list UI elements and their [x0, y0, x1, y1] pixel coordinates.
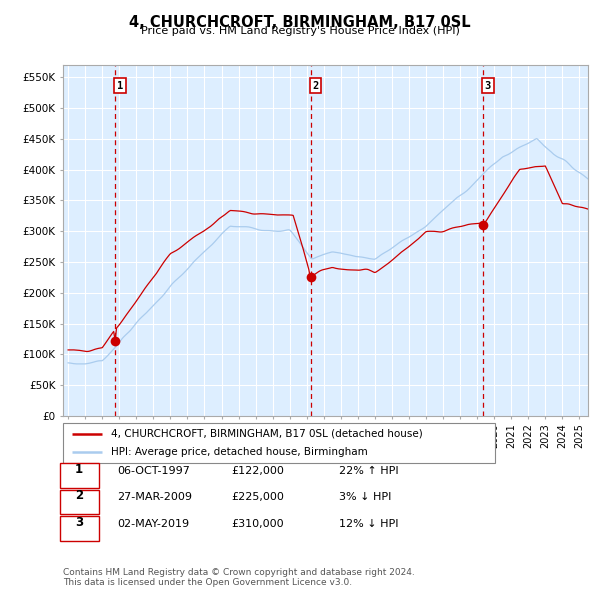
Text: £225,000: £225,000 [231, 492, 284, 502]
Text: Contains HM Land Registry data © Crown copyright and database right 2024.
This d: Contains HM Land Registry data © Crown c… [63, 568, 415, 587]
Text: Price paid vs. HM Land Registry's House Price Index (HPI): Price paid vs. HM Land Registry's House … [140, 26, 460, 36]
Text: 1: 1 [75, 463, 83, 476]
Text: 4, CHURCHCROFT, BIRMINGHAM, B17 0SL: 4, CHURCHCROFT, BIRMINGHAM, B17 0SL [129, 15, 471, 30]
Text: 2: 2 [75, 489, 83, 502]
Text: 3% ↓ HPI: 3% ↓ HPI [339, 492, 391, 502]
Text: HPI: Average price, detached house, Birmingham: HPI: Average price, detached house, Birm… [110, 447, 367, 457]
Text: £122,000: £122,000 [231, 466, 284, 476]
Text: 02-MAY-2019: 02-MAY-2019 [117, 519, 189, 529]
Text: 2: 2 [313, 81, 319, 91]
Text: 22% ↑ HPI: 22% ↑ HPI [339, 466, 398, 476]
Text: £310,000: £310,000 [231, 519, 284, 529]
Text: 3: 3 [75, 516, 83, 529]
FancyBboxPatch shape [63, 423, 495, 463]
Text: 06-OCT-1997: 06-OCT-1997 [117, 466, 190, 476]
Text: 4, CHURCHCROFT, BIRMINGHAM, B17 0SL (detached house): 4, CHURCHCROFT, BIRMINGHAM, B17 0SL (det… [110, 429, 422, 439]
Text: 27-MAR-2009: 27-MAR-2009 [117, 492, 192, 502]
Text: 1: 1 [117, 81, 123, 91]
Text: 12% ↓ HPI: 12% ↓ HPI [339, 519, 398, 529]
Text: 3: 3 [485, 81, 491, 91]
